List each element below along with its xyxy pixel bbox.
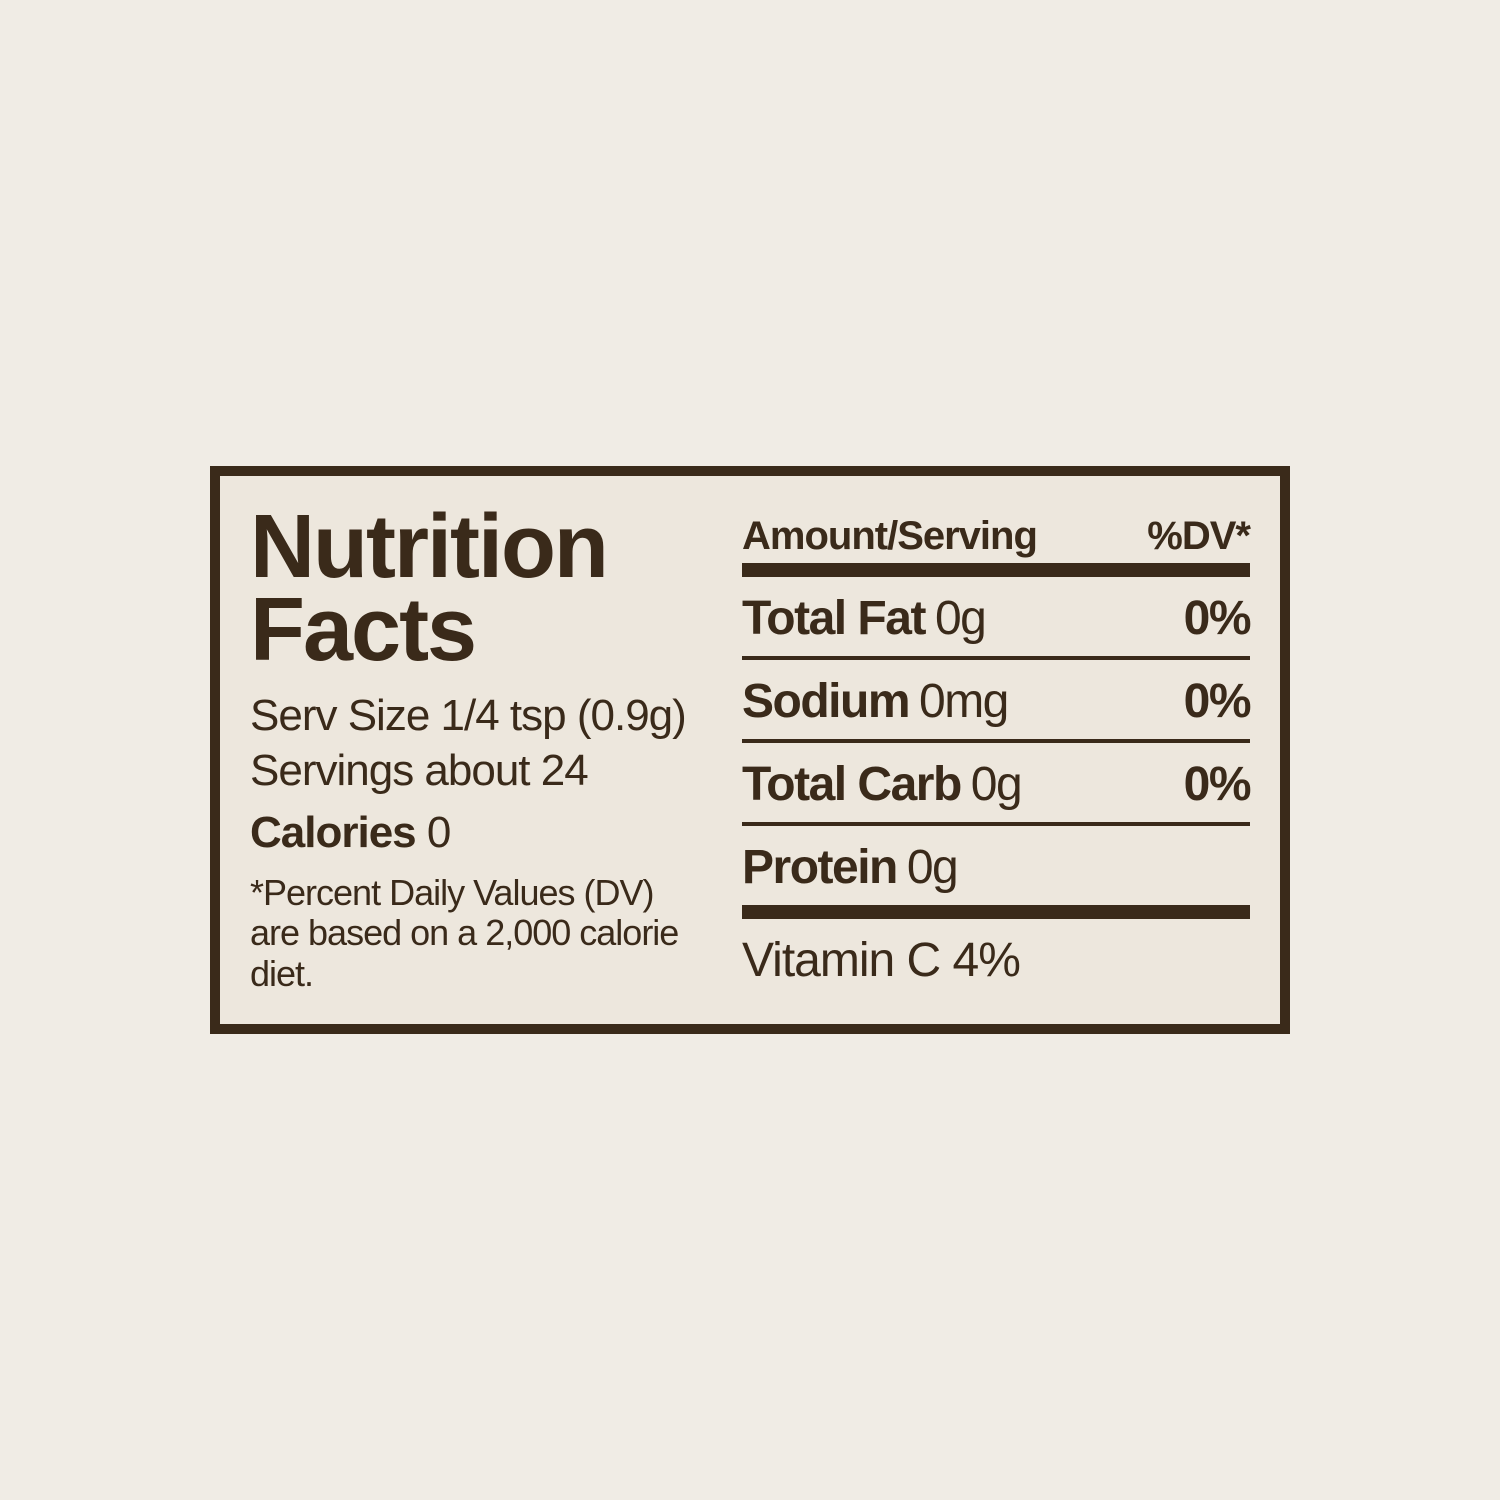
row-vitamin-c: Vitamin C 4% <box>742 919 1250 988</box>
left-column: Nutrition Facts Serv Size 1/4 tsp (0.9g)… <box>250 506 710 994</box>
carb-name: Total Carb <box>742 757 961 812</box>
row-sodium: Sodium 0mg 0% <box>742 660 1250 743</box>
servings-line: Servings about 24 <box>250 743 710 798</box>
servings-value: 24 <box>541 746 588 795</box>
fat-name: Total Fat <box>742 591 925 646</box>
serving-size-line: Serv Size 1/4 tsp (0.9g) <box>250 688 710 743</box>
header-amount: Amount/Serving <box>742 514 1037 559</box>
serving-size-label: Serv Size <box>250 691 429 740</box>
carb-dv: 0% <box>1184 757 1250 812</box>
calories-value: 0 <box>427 808 450 857</box>
servings-label: Servings about <box>250 746 530 795</box>
title-line-2: Facts <box>250 580 475 680</box>
serving-size-value: 1/4 tsp (0.9g) <box>441 691 686 740</box>
sodium-amount: 0mg <box>919 674 1008 729</box>
sodium-name: Sodium <box>742 674 909 729</box>
carb-amount: 0g <box>971 757 1021 812</box>
row-total-carb: Total Carb 0g 0% <box>742 743 1250 826</box>
nutrition-facts-panel: Nutrition Facts Serv Size 1/4 tsp (0.9g)… <box>210 466 1290 1034</box>
protein-name: Protein <box>742 840 897 895</box>
row-protein: Protein 0g <box>742 826 1250 919</box>
right-column: Amount/Serving %DV* Total Fat 0g 0% Sodi… <box>742 506 1250 994</box>
protein-amount: 0g <box>907 840 957 895</box>
sodium-dv: 0% <box>1184 674 1250 729</box>
calories-line: Calories 0 <box>250 804 710 861</box>
fat-amount: 0g <box>935 591 985 646</box>
dv-footnote: *Percent Daily Values (DV) are based on … <box>250 873 710 994</box>
panel-title: Nutrition Facts <box>250 506 710 672</box>
fat-dv: 0% <box>1184 591 1250 646</box>
row-total-fat: Total Fat 0g 0% <box>742 577 1250 660</box>
nutrient-header-row: Amount/Serving %DV* <box>742 514 1250 577</box>
calories-label: Calories <box>250 808 416 857</box>
header-dv: %DV* <box>1147 514 1250 559</box>
